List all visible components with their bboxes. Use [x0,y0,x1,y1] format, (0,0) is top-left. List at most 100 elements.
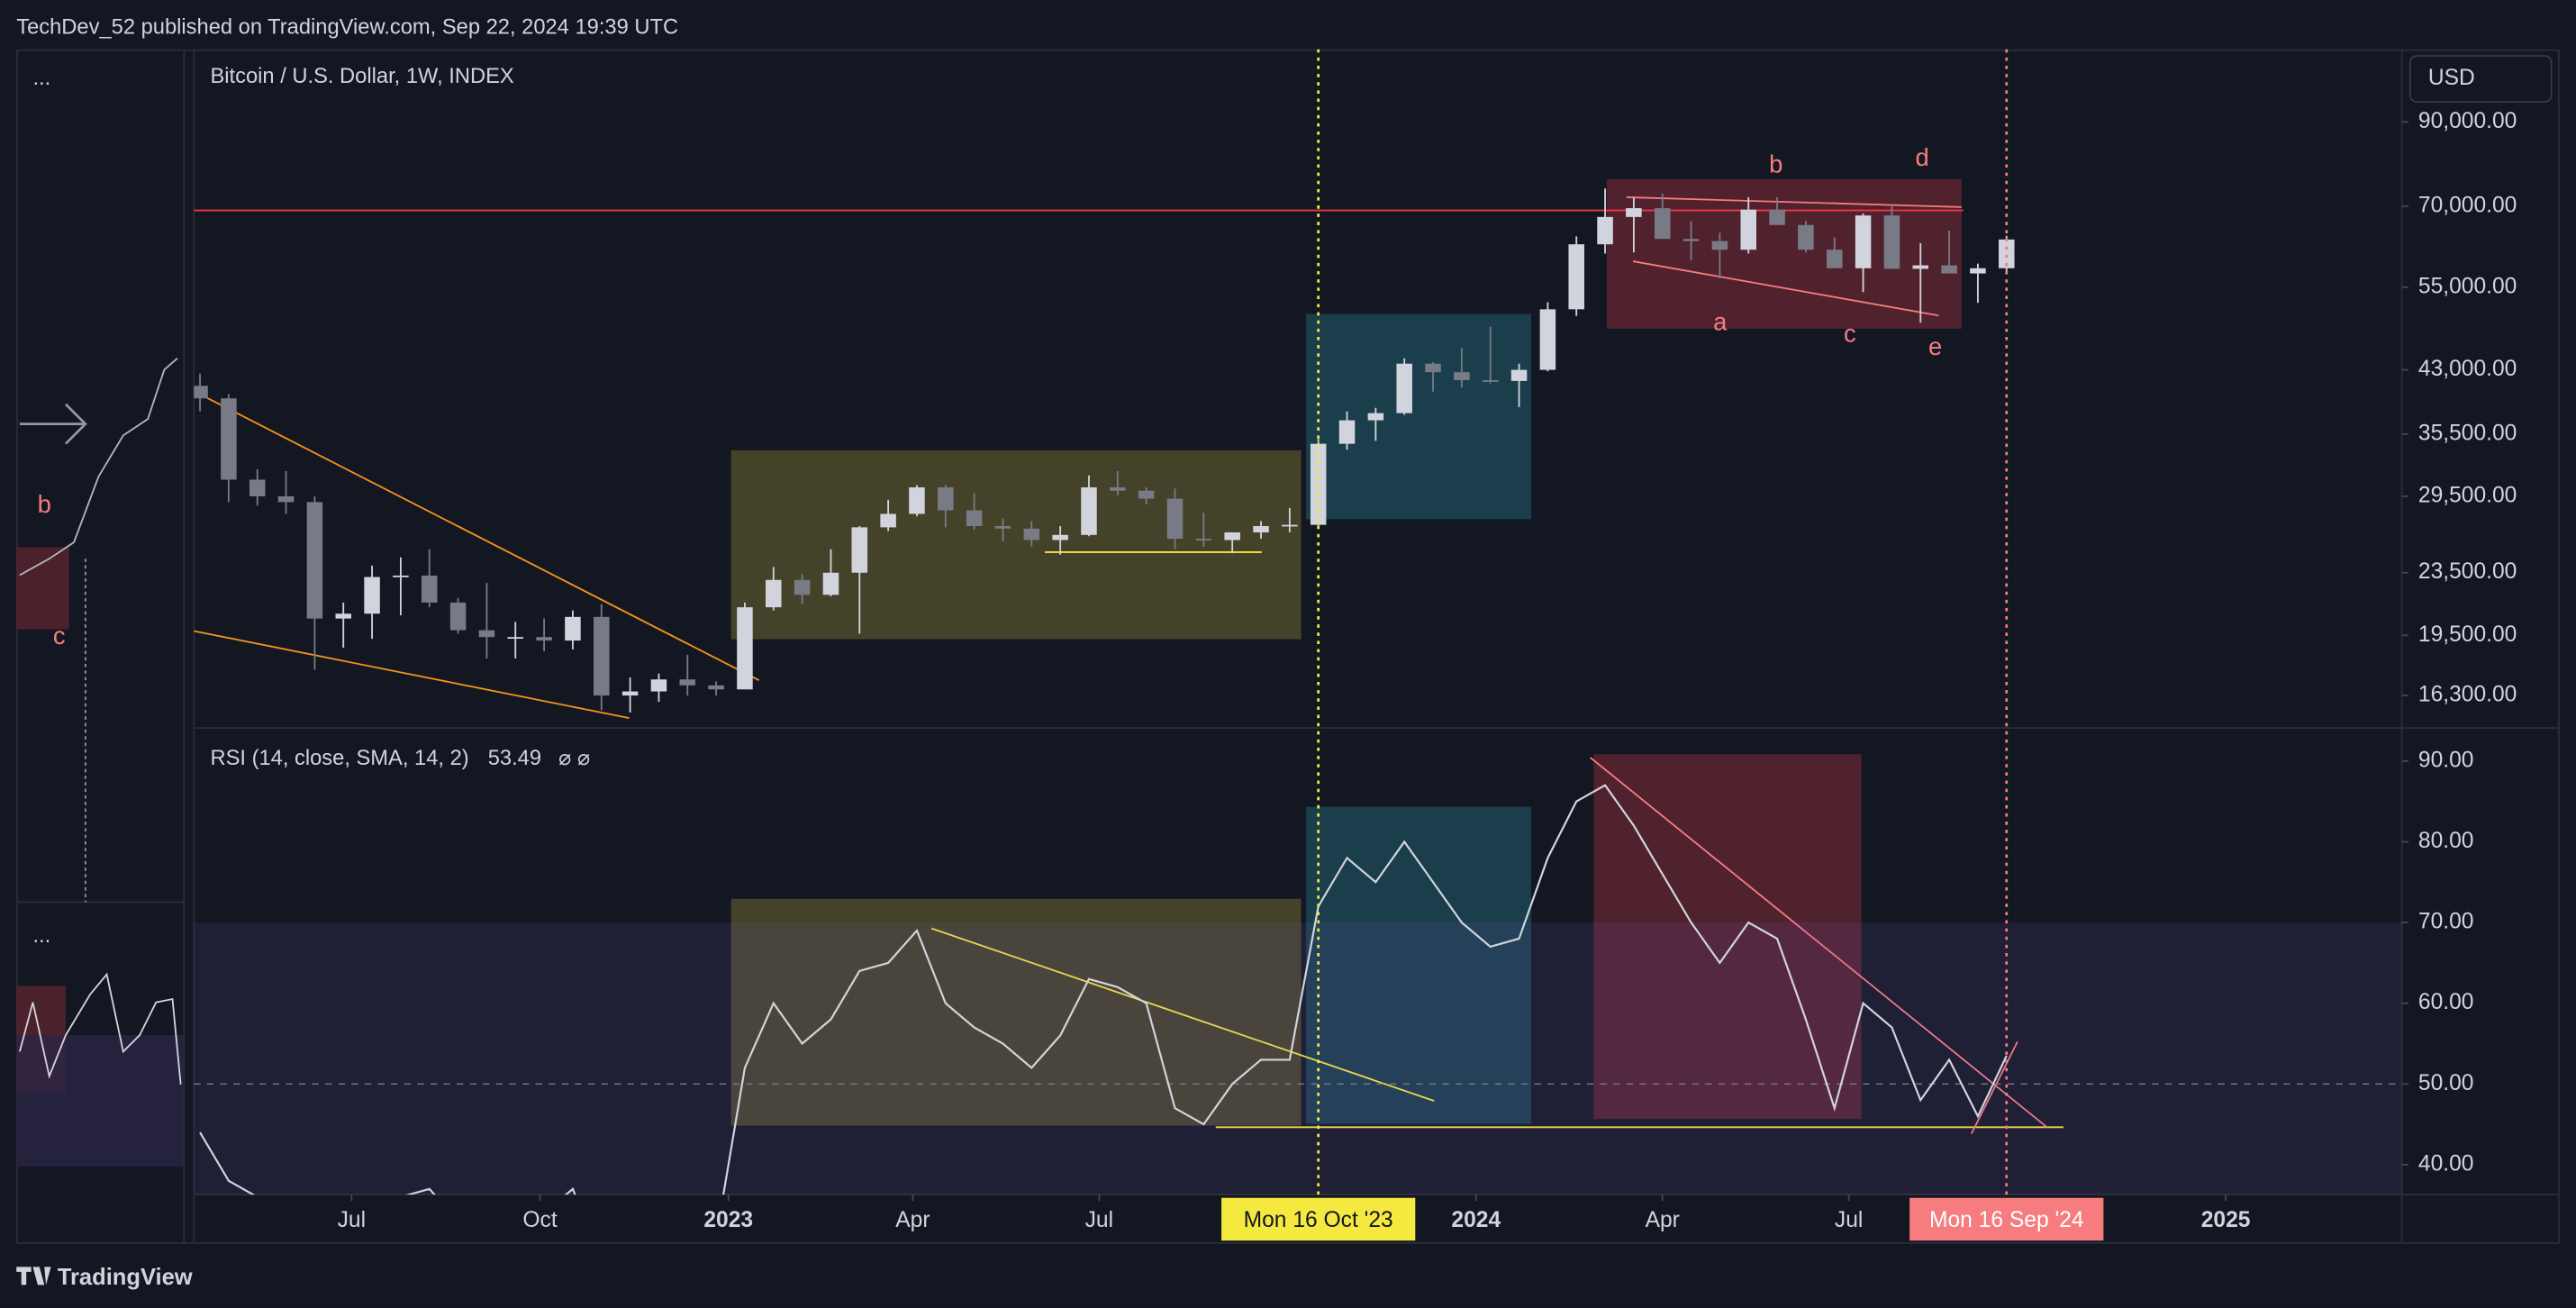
candle-body [565,616,581,641]
candles [194,188,2015,713]
chart-layer: 90,000.00 70,000.00 55,000.00 43,000.00 35,5… [194,49,2517,1241]
x-tick-label: Jul [1085,1208,1113,1232]
x-tick-label: Jul [338,1208,366,1232]
range-box [1306,806,1531,1124]
y-tick-label: 50.00 [2418,1071,2474,1095]
candle-body [1052,534,1068,540]
currency-button[interactable] [2408,55,2553,104]
crosshair-label-bg [1221,1197,1416,1241]
candle-body [1539,309,1556,370]
candle-body [994,526,1011,529]
range-box [1593,754,1862,1120]
candle-body [1338,420,1356,444]
wave-label: e [1928,332,1942,360]
candle-body [1798,224,1814,250]
y-tick-label: 70,000.00 [2418,193,2517,217]
crosshair-label-bg [1909,1197,2104,1241]
candle-body [1654,208,1671,240]
candle-body [1482,380,1499,382]
footer: TradingView [16,1265,193,1290]
candle-body [938,487,954,511]
rsi-band [194,922,2402,1195]
box [16,547,69,630]
candle-body [249,479,266,497]
y-tick-label: 55,000.00 [2418,274,2517,298]
x-tick-label: Oct [522,1208,557,1232]
candle-body [1597,216,1613,245]
trend-line [1970,1041,2018,1135]
candle-body [1081,487,1097,535]
annotation: c [53,622,66,649]
range-box [1306,313,1531,520]
candle-body [1110,487,1126,491]
rsi-title: RSI (14, close, SMA, 14, 2) [210,747,468,770]
range-box [730,898,1302,1126]
triangle-line [1626,196,1962,208]
x-tick-label: Apr [1646,1208,1680,1232]
candle-body [822,572,839,595]
y-tick-label: 35,500.00 [2418,421,2517,445]
candle-body [421,575,438,603]
candle-body [364,577,380,614]
candle-body [306,502,323,619]
y-tick-label: 43,000.00 [2418,357,2517,381]
candle-body [708,685,724,690]
candle-body [507,637,524,640]
candle-body [1711,241,1728,250]
candle-body [1367,413,1384,421]
candle-body [1396,363,1412,413]
y-tick-label: 40.00 [2418,1151,2474,1176]
candle-body [478,630,495,638]
candle-body [393,575,409,577]
trend-line [1590,757,2048,1129]
rsi-sketch [19,972,182,1085]
trend-line [930,927,1435,1102]
x-tick-label: Jul [1835,1208,1863,1232]
candle-body [1425,363,1441,373]
candle-body [650,679,667,692]
rsi-last: 53.49 [488,747,541,770]
band [16,1035,185,1167]
candle-body [1883,215,1900,269]
price-sketch [19,357,178,577]
y-tick-label: 70.00 [2418,910,2474,934]
candle-body [1740,209,1756,250]
candle-body [737,607,753,690]
arrow [19,403,87,445]
range-box [730,450,1302,640]
candle-body [1253,526,1269,532]
wave-label: a [1713,308,1728,336]
candle-body [536,637,552,641]
candle-body [221,398,237,480]
candle-body [1970,268,1986,274]
candle-body [1941,265,1957,274]
price-annotations [194,178,1964,720]
y-tick-label: 80.00 [2418,829,2474,853]
rsi-line [199,784,2008,1195]
x-tick-label: 2023 [703,1208,753,1232]
x-tick-label: Apr [895,1208,930,1232]
y-tick-label: 90.00 [2418,748,2474,772]
candle-body [1568,244,1584,310]
candle-body [1683,239,1700,241]
logo [16,1267,51,1285]
x-tick-label: 2025 [2201,1208,2251,1232]
candle-body [277,496,295,503]
candle-body [851,527,868,573]
candle-body [966,510,983,527]
candle-body [1855,215,1872,268]
candle-body [1454,372,1470,381]
candle-body [1023,528,1040,540]
header-text: TechDev_52 published on TradingView.com,… [16,15,678,39]
candle-body [1224,531,1240,540]
x-tick-label: 2024 [1451,1208,1501,1232]
wave-label: d [1915,143,1928,171]
wave-label: c [1844,319,1856,347]
y-tick-label: 29,500.00 [2418,484,2517,508]
candle-body [1195,539,1212,540]
triangle-line [1632,260,1939,317]
rsi-icons: ⌀ ⌀ [558,747,590,770]
candle-body [335,613,351,619]
candle-body [594,616,610,696]
